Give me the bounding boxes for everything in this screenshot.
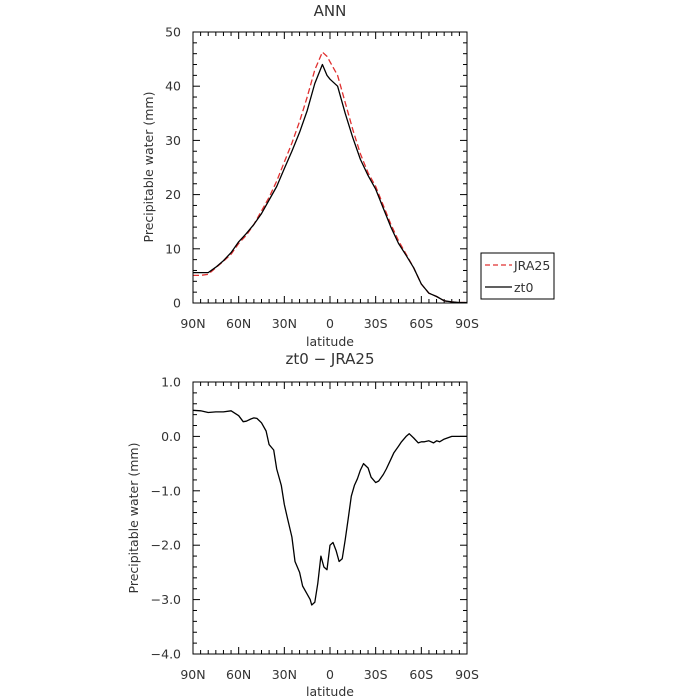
top-plot-frame <box>192 31 468 304</box>
bottom-y-tick-labels: 1.0 0.0 −1.0 −2.0 −3.0 −4.0 <box>151 375 181 662</box>
bottom-y-axis-label: Precipitable water (mm) <box>126 443 141 594</box>
top-x-tick-label: 60S <box>409 316 433 331</box>
legend: JRA25 zt0 <box>480 252 555 300</box>
top-x-tick-label: 0 <box>326 316 334 331</box>
bottom-x-tick-label: 60S <box>409 667 433 682</box>
bottom-y-tick-label: −4.0 <box>151 647 181 662</box>
legend-label-jra25: JRA25 <box>513 258 550 273</box>
top-series-line-zt0 <box>193 63 467 304</box>
top-ticks <box>192 31 468 304</box>
top-series-line-jra25 <box>193 51 467 304</box>
top-x-tick-label: 90S <box>455 316 479 331</box>
top-x-tick-label: 90N <box>180 316 205 331</box>
bottom-y-tick-label: −3.0 <box>151 592 181 607</box>
top-y-tick-label: 50 <box>165 25 181 40</box>
bottom-x-tick-labels: 90N 60N 30N 0 30S 60S 90S <box>180 667 479 682</box>
bottom-x-tick-label: 90N <box>180 667 205 682</box>
bottom-y-tick-label: 0.0 <box>161 429 181 444</box>
top-x-tick-label: 60N <box>226 316 251 331</box>
top-y-tick-label: 20 <box>165 187 181 202</box>
bottom-plot-frame <box>192 381 468 655</box>
top-x-tick-labels: 90N 60N 30N 0 30S 60S 90S <box>180 316 479 331</box>
bottom-y-tick-label: −2.0 <box>151 538 181 553</box>
top-chart-title: ANN <box>314 2 347 20</box>
bottom-series <box>192 409 467 606</box>
top-x-axis-label: latitude <box>306 334 354 349</box>
top-x-tick-label: 30N <box>272 316 297 331</box>
top-y-tick-label: 30 <box>165 133 181 148</box>
legend-box <box>480 252 555 300</box>
top-y-tick-label: 10 <box>165 241 181 256</box>
panel-difference: zt0 − JRA25 90N 60N 30N 0 30S 60S 90S 1.0 0.0 −1… <box>126 350 479 699</box>
bottom-x-tick-label: 30S <box>364 667 388 682</box>
bottom-ticks <box>192 381 468 655</box>
top-y-tick-label: 0 <box>173 296 181 311</box>
top-x-tick-label: 30S <box>364 316 388 331</box>
bottom-x-tick-label: 90S <box>455 667 479 682</box>
top-y-tick-labels: 0 10 20 30 40 50 <box>165 25 181 311</box>
legend-label-zt0: zt0 <box>514 280 533 295</box>
top-y-axis-label: Precipitable water (mm) <box>141 92 156 243</box>
bottom-y-tick-label: −1.0 <box>151 483 181 498</box>
top-series <box>193 51 467 304</box>
bottom-y-tick-label: 1.0 <box>161 375 181 390</box>
top-y-tick-label: 40 <box>165 79 181 94</box>
bottom-x-tick-label: 30N <box>272 667 297 682</box>
bottom-series-line-difference <box>192 409 467 606</box>
bottom-x-tick-label: 0 <box>326 667 334 682</box>
bottom-x-axis-label: latitude <box>306 684 354 699</box>
bottom-x-tick-label: 60N <box>226 667 251 682</box>
panel-annual-mean: ANN 90N 60N 30N 0 30S 60S 90S 0 10 20 30 40 50 lati… <box>141 2 479 349</box>
bottom-chart-title: zt0 − JRA25 <box>286 350 375 368</box>
